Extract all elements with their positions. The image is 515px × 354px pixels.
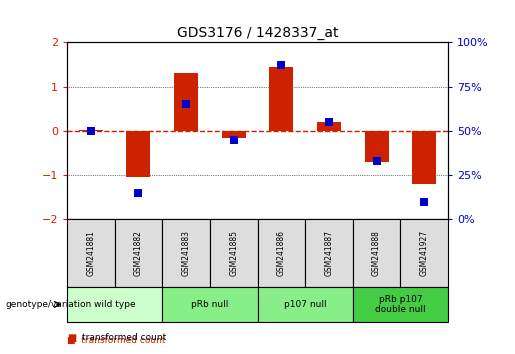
- Bar: [353, 219, 401, 287]
- Text: GSM241885: GSM241885: [229, 230, 238, 276]
- Text: GSM241888: GSM241888: [372, 230, 381, 276]
- Point: [230, 137, 238, 143]
- Bar: [353, 287, 448, 322]
- Text: pRb p107
double null: pRb p107 double null: [375, 295, 426, 314]
- Point: [277, 63, 285, 68]
- Point: [420, 199, 428, 205]
- Text: pRb null: pRb null: [191, 300, 229, 309]
- Bar: [162, 287, 258, 322]
- Bar: [67, 287, 162, 322]
- Point: [372, 158, 381, 164]
- Text: genotype/variation: genotype/variation: [5, 300, 91, 309]
- Point: [325, 119, 333, 125]
- Text: GSM241882: GSM241882: [134, 230, 143, 276]
- Bar: [317, 122, 341, 131]
- Bar: [305, 219, 353, 287]
- Bar: [174, 74, 198, 131]
- Point: [87, 128, 95, 134]
- Text: GSM241883: GSM241883: [182, 230, 191, 276]
- Bar: [162, 219, 210, 287]
- Bar: [401, 219, 448, 287]
- Title: GDS3176 / 1428337_at: GDS3176 / 1428337_at: [177, 26, 338, 40]
- Bar: [413, 131, 436, 184]
- Text: wild type: wild type: [94, 300, 135, 309]
- Text: GSM241927: GSM241927: [420, 230, 428, 276]
- Bar: [114, 219, 162, 287]
- Text: ■  transformed count: ■ transformed count: [67, 336, 165, 345]
- Text: GSM241881: GSM241881: [87, 230, 95, 276]
- Text: GSM241887: GSM241887: [324, 230, 333, 276]
- Bar: [210, 219, 258, 287]
- Bar: [269, 67, 293, 131]
- Text: p107 null: p107 null: [284, 300, 327, 309]
- Bar: [67, 219, 115, 287]
- Text: ■: ■: [67, 333, 76, 343]
- Point: [134, 190, 143, 196]
- Bar: [79, 130, 102, 131]
- Bar: [222, 131, 246, 138]
- Text: GSM241886: GSM241886: [277, 230, 286, 276]
- Bar: [258, 287, 353, 322]
- Bar: [127, 131, 150, 177]
- Bar: [365, 131, 388, 162]
- Bar: [258, 219, 305, 287]
- Point: [182, 102, 190, 107]
- Text: transformed count: transformed count: [82, 333, 167, 342]
